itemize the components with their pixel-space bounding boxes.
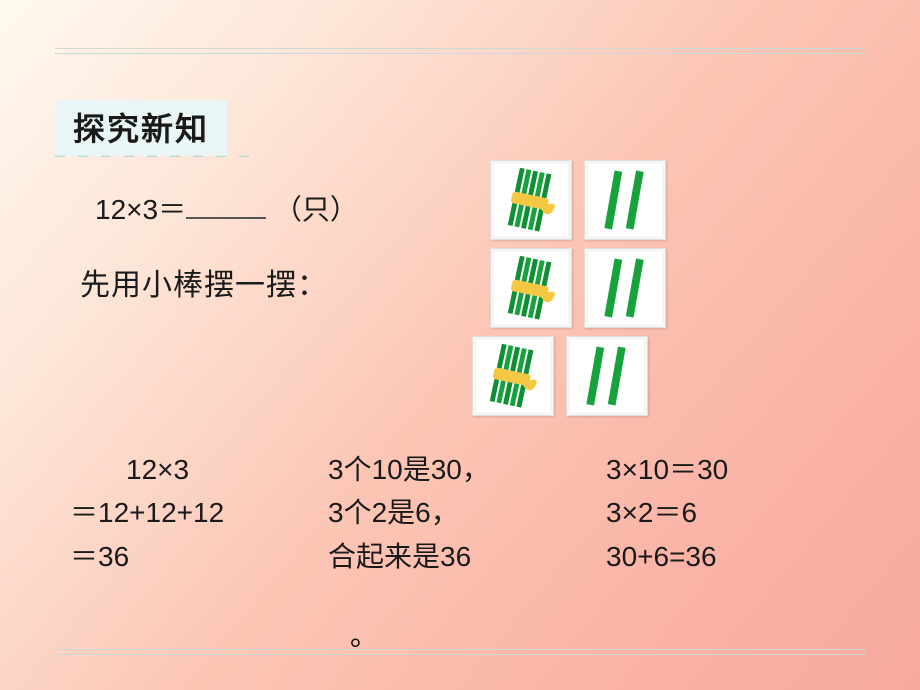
m2-l2: 3个2是6，: [328, 491, 558, 534]
equation-lhs: 12×3＝: [95, 194, 186, 225]
m1-l3: ＝36: [70, 535, 280, 578]
m2-l3: 合起来是36: [328, 535, 558, 578]
two-sticks-icon: [584, 248, 666, 328]
method-2: 3个10是30， 3个2是6， 合起来是36: [328, 448, 558, 578]
stick-row: [490, 248, 666, 328]
m2-l4: 。: [350, 614, 378, 654]
solution-columns: 12×3 ＝12+12+12 ＝36 3个10是30， 3个2是6， 合起来是3…: [70, 448, 806, 578]
bottom-rule: [55, 649, 865, 655]
sticks-area: [490, 160, 666, 424]
m1-l1: 12×3: [126, 454, 189, 485]
m3-l3: 30+6=36: [606, 535, 806, 578]
m1-l2: ＝12+12+12: [70, 491, 280, 534]
m3-l1: 3×10＝30: [606, 448, 806, 491]
instruction-text: 先用小棒摆一摆：: [80, 260, 328, 304]
m3-l2: 3×2＝6: [606, 491, 806, 534]
stick-row: [472, 336, 666, 416]
two-sticks-icon: [566, 336, 648, 416]
equation-unit: （只）: [274, 194, 358, 225]
bundle-icon: [472, 336, 554, 416]
two-sticks-icon: [584, 160, 666, 240]
heading-underline: – – – – – – – – –: [55, 145, 253, 166]
section-heading: 探究新知: [73, 111, 209, 147]
method-3: 3×10＝30 3×2＝6 30+6=36: [606, 448, 806, 578]
method-1: 12×3 ＝12+12+12 ＝36: [70, 448, 280, 578]
top-rule: [55, 48, 865, 54]
bundle-icon: [490, 248, 572, 328]
equation-line: 12×3＝ （只）: [95, 188, 358, 228]
stick-row: [490, 160, 666, 240]
bundle-icon: [490, 160, 572, 240]
answer-blank: [186, 217, 266, 219]
m2-l1: 3个10是30，: [328, 448, 558, 491]
